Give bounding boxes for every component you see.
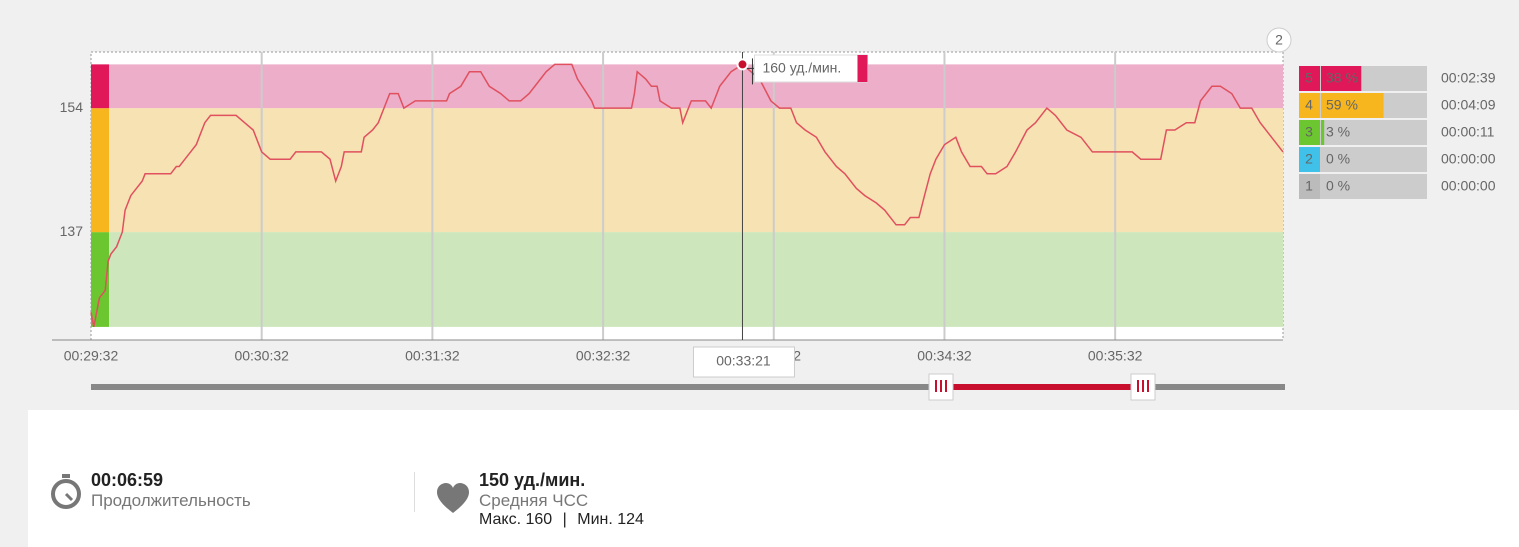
badge — [1266, 27, 1292, 53]
zone-time: 00:00:00 — [1441, 178, 1496, 194]
time-tooltip-text: 00:33:21 — [716, 353, 771, 369]
y-tick-label: 137 — [60, 223, 84, 239]
duration: 00:06:59 — [91, 470, 164, 490]
chart: 00:29:3200:30:3200:31:3200:32:3200:33:32… — [52, 27, 1496, 401]
zone-time: 00:04:09 — [1441, 97, 1496, 113]
zone-percent: 3 % — [1326, 124, 1350, 140]
x-tick-label: 00:31:32 — [405, 348, 460, 364]
zone-strip — [91, 64, 109, 109]
max-hr: Макс. 160 — [479, 511, 553, 528]
zone-number: 1 — [1305, 178, 1313, 194]
zone-band — [91, 232, 1283, 327]
stopwatch-icon — [51, 474, 81, 509]
x-tick-label: 00:35:32 — [1088, 348, 1143, 364]
duration-label: Продолжительность — [91, 491, 251, 510]
zone-row-bg — [1299, 66, 1427, 91]
value-tooltip — [753, 54, 868, 83]
zone-row-bg — [1299, 120, 1427, 145]
zone-number: 4 — [1305, 97, 1313, 113]
zone-label-cell — [1299, 174, 1320, 199]
zone-band — [91, 64, 1283, 109]
zone-number: 3 — [1305, 124, 1313, 140]
summary-panel: 00:06:59 Продолжительность 150 уд./мин. … — [28, 410, 1519, 547]
zone-label-cell — [1299, 120, 1320, 145]
avg-hr: 150 уд./мин. — [479, 470, 586, 490]
range-handle[interactable] — [928, 373, 954, 401]
zone-strip — [91, 108, 109, 233]
zone-bar — [1321, 66, 1362, 91]
zone-label-cell — [1299, 147, 1320, 172]
zone-row-bg — [1299, 174, 1427, 199]
badge-text: 2 — [1275, 32, 1283, 48]
zone-band — [91, 108, 1283, 233]
y-tick-label: 154 — [60, 99, 84, 115]
zone-percent: 59 % — [1326, 97, 1358, 113]
range-selection — [941, 384, 1143, 390]
zone-time: 00:00:00 — [1441, 151, 1496, 167]
min-hr: Мин. 124 — [577, 511, 644, 528]
zone-label-cell — [1299, 93, 1320, 118]
x-tick-label: 00:29:32 — [64, 348, 119, 364]
range-handle[interactable] — [1130, 373, 1156, 401]
range-track — [91, 384, 1285, 390]
value-tooltip-stripe — [857, 55, 868, 82]
x-tick-label: 00:34:32 — [917, 348, 972, 364]
zone-strip — [91, 232, 109, 327]
zone-time: 00:00:11 — [1441, 124, 1495, 140]
x-tick-label: 00:30:32 — [234, 348, 289, 364]
heart-icon — [437, 483, 469, 513]
hr-line — [90, 63, 1284, 328]
zone-label-cell — [1299, 66, 1320, 91]
zone-number: 2 — [1305, 151, 1313, 167]
divider — [414, 472, 415, 512]
avg-hr-label: Средняя ЧСС — [479, 491, 589, 510]
value-tooltip-text: 160 уд./мин. — [762, 60, 841, 76]
zone-percent: 0 % — [1326, 178, 1350, 194]
x-tick-label: 00:32:32 — [576, 348, 631, 364]
separator: | — [562, 511, 567, 528]
zone-percent: 0 % — [1326, 151, 1350, 167]
zone-time: 00:02:39 — [1441, 70, 1496, 86]
zone-bar — [1321, 120, 1325, 145]
zone-bar — [1321, 93, 1384, 118]
time-tooltip — [692, 346, 795, 378]
zone-row-bg — [1299, 147, 1427, 172]
cursor-dot — [736, 58, 749, 71]
zone-number: 5 — [1305, 70, 1313, 86]
zone-percent: 38 % — [1326, 70, 1358, 86]
hr-range: Макс. 160 | Мин. 124 — [479, 511, 644, 529]
